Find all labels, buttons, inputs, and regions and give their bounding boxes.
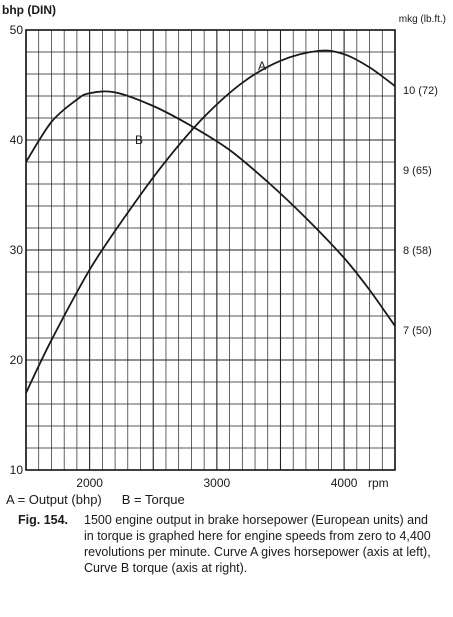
right-tick-label: 7 (50) xyxy=(403,325,432,337)
series-line-b xyxy=(25,90,396,327)
caption-text: 1500 engine output in brake horsepower (… xyxy=(84,513,431,575)
x-tick-label: 2000 xyxy=(76,476,103,490)
x-tick-label: 3000 xyxy=(204,476,231,490)
x-tick-label: 4000 xyxy=(331,476,358,490)
figure-caption: Fig. 154. 1500 engine output in brake ho… xyxy=(18,512,438,576)
left-tick-label: 10 xyxy=(10,463,24,477)
series-line-a xyxy=(25,49,396,394)
series-label-a: A xyxy=(258,59,266,73)
right-axis-label: mkg (lb.ft.) xyxy=(399,14,446,25)
x-axis-unit: rpm xyxy=(368,476,389,490)
left-tick-label: 40 xyxy=(10,133,24,147)
series-label-b: B xyxy=(135,133,143,147)
plot-frame xyxy=(25,29,396,471)
legend: A = Output (bhp) B = Torque xyxy=(6,492,205,507)
left-tick-label: 30 xyxy=(10,243,24,257)
right-tick-label: 9 (65) xyxy=(403,165,432,177)
legend-a: A = Output (bhp) xyxy=(6,492,102,507)
chart-grid xyxy=(25,29,396,471)
right-tick-label: 10 (72) xyxy=(403,85,438,97)
caption-figure-number: Fig. 154. xyxy=(18,513,69,527)
left-tick-label: 50 xyxy=(10,23,24,37)
right-tick-label: 8 (58) xyxy=(403,245,432,257)
engine-chart: 10 20 30 40 50 7 (50) 8 (58) 9 (65) 10 (72) 2000 3… xyxy=(2,3,446,490)
left-tick-label: 20 xyxy=(10,353,24,367)
chart-tick-labels: 10 20 30 40 50 7 (50) 8 (58) 9 (65) 10 (72) 2000 3… xyxy=(10,23,438,490)
legend-b: B = Torque xyxy=(121,492,185,507)
left-axis-label: bhp (DIN) xyxy=(2,3,56,17)
chart-series: AB xyxy=(25,49,396,394)
